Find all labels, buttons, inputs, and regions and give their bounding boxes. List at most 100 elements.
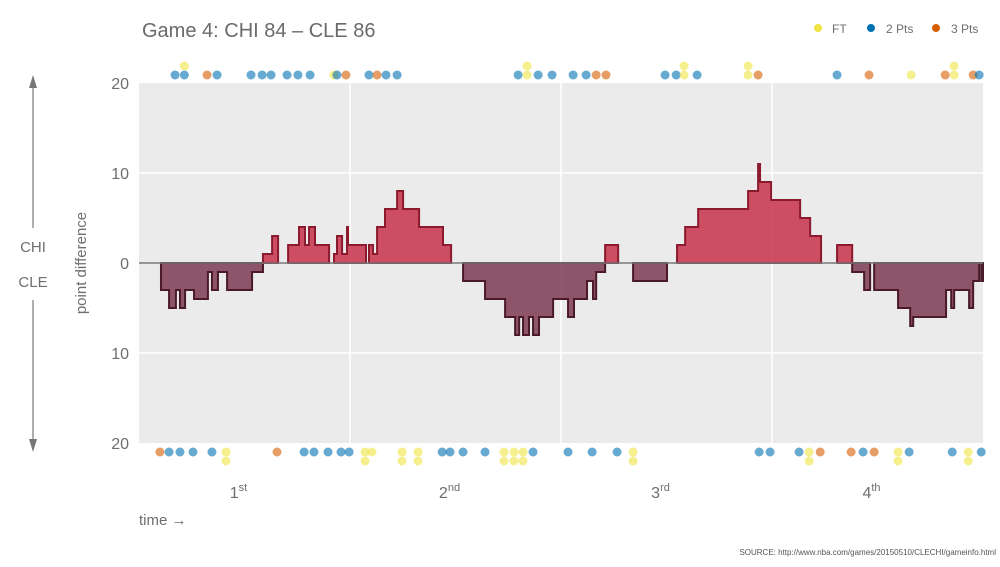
chi-three-pointer-dot xyxy=(753,70,763,80)
cle-two-pointer-dot xyxy=(309,447,319,457)
cle-free-throw-dot xyxy=(413,447,423,457)
y-tick-label: 10 xyxy=(111,346,129,363)
chi-two-pointer-dot xyxy=(832,70,842,80)
chi-side-label: CHI xyxy=(20,239,46,256)
cle-two-pointer-dot xyxy=(323,447,333,457)
y-axis-ticks: 20 10 0 10 20 xyxy=(111,76,129,453)
quarter-label: 1st xyxy=(230,482,247,502)
cle-two-pointer-dot xyxy=(563,447,573,457)
cle-two-pointer-dot xyxy=(587,447,597,457)
cle-two-pointer-dot xyxy=(754,447,764,457)
legend-3pts-label: 3 Pts xyxy=(951,22,978,36)
cle-two-pointer-dot xyxy=(164,447,174,457)
cle-free-throw-dot xyxy=(963,456,973,466)
chi-lead-area xyxy=(287,226,331,264)
cle-two-pointer-dot xyxy=(480,447,490,457)
chi-two-pointer-dot xyxy=(332,70,342,80)
cle-free-throw-dot xyxy=(397,447,407,457)
legend-3pts-marker xyxy=(932,24,940,32)
chi-two-pointer-dot xyxy=(671,70,681,80)
chi-two-pointer-dot xyxy=(257,70,267,80)
cle-lead-area xyxy=(159,262,264,309)
chi-free-throw-dot xyxy=(679,70,689,80)
y-axis-label: point difference xyxy=(73,212,90,314)
cle-free-throw-dot xyxy=(499,456,509,466)
chi-three-pointer-dot xyxy=(864,70,874,80)
cle-free-throw-dot xyxy=(397,456,407,466)
cle-two-pointer-dot xyxy=(458,447,468,457)
cle-two-pointer-dot xyxy=(207,447,217,457)
cle-side-label: CLE xyxy=(18,274,47,291)
chi-two-pointer-dot xyxy=(212,70,222,80)
chi-two-pointer-dot xyxy=(692,70,702,80)
cle-two-pointer-dot xyxy=(344,447,354,457)
cle-free-throw-dot xyxy=(804,456,814,466)
cle-free-throw-dot xyxy=(804,447,814,457)
cle-free-throw-dot xyxy=(221,447,231,457)
chi-two-pointer-dot xyxy=(513,70,523,80)
chi-free-throw-dot xyxy=(679,61,689,71)
chi-free-throw-dot xyxy=(522,61,532,71)
cle-two-pointer-dot xyxy=(299,447,309,457)
cle-two-pointer-dot xyxy=(528,447,538,457)
y-tick-label: 0 xyxy=(120,256,129,273)
arrow-up-icon xyxy=(29,75,37,88)
arrow-down-icon xyxy=(29,439,37,452)
cle-two-pointer-dot xyxy=(437,447,447,457)
chi-free-throw-dot xyxy=(179,61,189,71)
chi-three-pointer-dot xyxy=(940,70,950,80)
cle-free-throw-dot xyxy=(499,447,509,457)
cle-lead-area xyxy=(980,262,984,282)
source-note: SOURCE: http://www.nba.com/games/2015051… xyxy=(739,548,996,557)
chi-three-pointer-dot xyxy=(601,70,611,80)
cle-free-throw-dot xyxy=(360,447,370,457)
cle-free-throw-dot xyxy=(628,447,638,457)
chi-two-pointer-dot xyxy=(246,70,256,80)
cle-two-pointer-dot xyxy=(947,447,957,457)
chi-lead-area xyxy=(676,163,823,264)
direction-indicator: CHI CLE xyxy=(18,75,48,452)
legend-2pts-marker xyxy=(867,24,875,32)
cle-free-throw-dot xyxy=(360,456,370,466)
quarter-label: 3rd xyxy=(651,482,670,502)
x-axis-label: time → xyxy=(139,512,187,529)
y-tick-label: 20 xyxy=(111,76,129,93)
chi-lead-area xyxy=(367,190,453,264)
chi-free-throw-dot xyxy=(743,61,753,71)
chi-two-pointer-dot xyxy=(381,70,391,80)
cle-three-pointer-dot xyxy=(815,447,825,457)
chi-lead-area xyxy=(604,244,620,264)
chi-two-pointer-dot xyxy=(364,70,374,80)
quarter-labels: 1st 2nd 3rd 4th xyxy=(230,482,881,502)
cle-lead-area xyxy=(462,262,607,336)
chi-two-pointer-dot xyxy=(660,70,670,80)
chi-two-pointer-dot xyxy=(282,70,292,80)
cle-lead-area xyxy=(632,262,669,282)
cle-lead-area xyxy=(873,262,981,327)
chi-two-pointer-dot xyxy=(266,70,276,80)
chi-two-pointer-dot xyxy=(392,70,402,80)
chi-two-pointer-dot xyxy=(179,70,189,80)
legend-ft-label: FT xyxy=(832,22,847,36)
cle-two-pointer-dot xyxy=(904,447,914,457)
scoring-events xyxy=(155,61,986,466)
chi-two-pointer-dot xyxy=(547,70,557,80)
chi-three-pointer-dot xyxy=(372,70,382,80)
cle-two-pointer-dot xyxy=(175,447,185,457)
y-tick-label: 10 xyxy=(111,166,129,183)
legend-2pts-label: 2 Pts xyxy=(886,22,913,36)
chi-free-throw-dot xyxy=(949,61,959,71)
legend-ft-marker xyxy=(814,24,822,32)
chi-three-pointer-dot xyxy=(202,70,212,80)
cle-free-throw-dot xyxy=(893,456,903,466)
cle-free-throw-dot xyxy=(367,447,377,457)
chi-three-pointer-dot xyxy=(591,70,601,80)
chi-two-pointer-dot xyxy=(305,70,315,80)
quarter-label: 4th xyxy=(862,482,880,502)
cle-two-pointer-dot xyxy=(858,447,868,457)
chi-three-pointer-dot xyxy=(341,70,351,80)
cle-free-throw-dot xyxy=(893,447,903,457)
chi-free-throw-dot xyxy=(906,70,916,80)
cle-two-pointer-dot xyxy=(336,447,346,457)
